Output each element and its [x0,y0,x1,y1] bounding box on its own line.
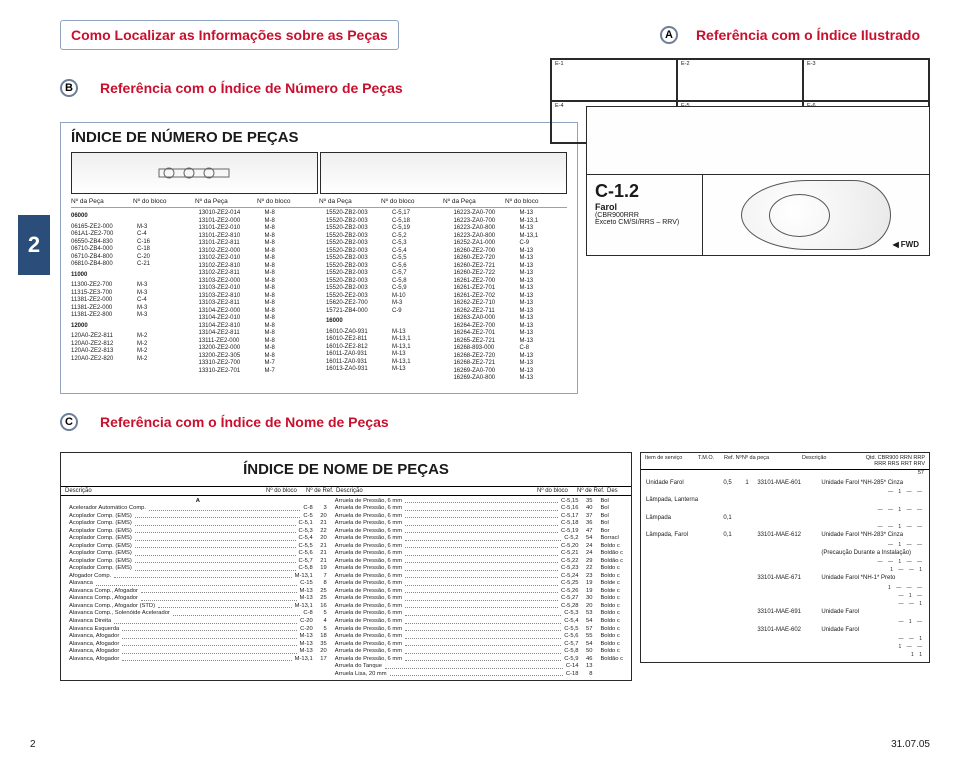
pn-columns-header: Nº da PeçaNº do bloco Nº da PeçaNº do bl… [71,198,567,208]
c12-note: Exceto CM/SI/RRS – RRV) [595,219,679,226]
service-table: Item de serviço T.M.O. Ref. Nº Nº da peç… [640,452,930,664]
part-number-index: ÍNDICE DE NÚMERO DE PEÇAS Nº da PeçaNº d… [60,122,578,394]
title-A: Referência com o Índice Ilustrado [686,21,930,49]
headlight-illustration [741,180,891,250]
footer-page: 2 [30,739,36,750]
c12-sub: (CBR900RRR [595,212,639,219]
pn-table: 0600006165-ZE2-000M-3061A1-ZE2-700C-4065… [71,210,567,383]
main-title: Como Localizar as Informações sobre as P… [60,20,399,50]
title-C: Referência com o Índice de Nome de Peças [90,408,399,436]
footer-date: 31.07.05 [891,739,930,750]
c12-code: C-1.2 [595,181,694,202]
fwd-icon: FWD [893,240,919,249]
label-C: C [60,413,78,431]
title-B: Referência com o Índice de Número de Peç… [90,74,413,102]
illustration-c12: C-1.2 Farol (CBR900RRR Exceto CM/SI/RRS … [586,106,930,256]
nameidx-heading: ÍNDICE DE NOME DE PEÇAS [61,453,631,486]
c12-name: Farol [595,202,694,212]
thumb-1 [71,152,318,194]
partnum-heading: ÍNDICE DE NÚMERO DE PEÇAS [71,129,567,146]
thumb-2 [320,152,567,194]
name-index-box: ÍNDICE DE NOME DE PEÇAS DescriçãoNº do b… [60,452,632,682]
label-B: B [60,79,78,97]
label-A: A [660,26,678,44]
page-badge: 2 [18,215,50,275]
